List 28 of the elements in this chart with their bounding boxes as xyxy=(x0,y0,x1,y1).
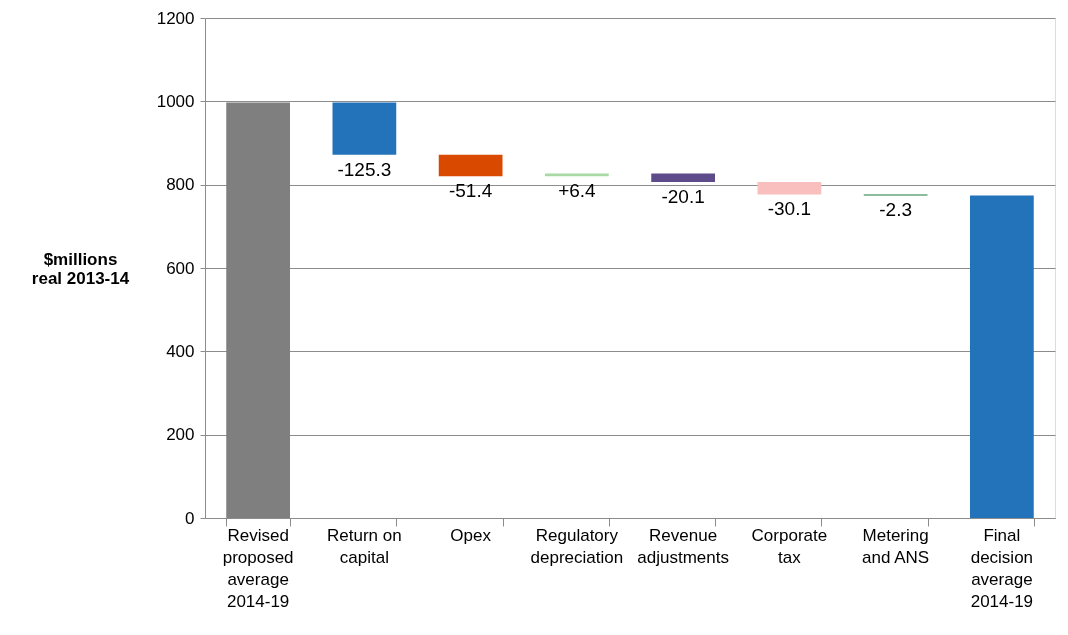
x-tick-label: Return on capital xyxy=(327,526,402,567)
bar xyxy=(332,102,397,155)
x-tick-label: Final decision average 2014-19 xyxy=(970,526,1034,611)
data-label: -51.4 xyxy=(448,180,493,202)
x-tick-label: Opex xyxy=(450,526,492,545)
y-tick-label: 600 xyxy=(166,258,195,278)
bar xyxy=(226,102,290,518)
x-tick-label: Revenue adjustments xyxy=(637,526,729,567)
bar xyxy=(438,154,503,177)
x-tick-label: Metering and ANS xyxy=(862,526,930,567)
data-label: -2.3 xyxy=(879,199,912,221)
x-tick-label: Revised proposed average 2014-19 xyxy=(222,526,294,611)
bar xyxy=(970,195,1034,518)
data-label: -20.1 xyxy=(661,185,705,207)
y-tick-label: 400 xyxy=(166,341,195,361)
data-label: -125.3 xyxy=(337,158,392,180)
data-label: +6.4 xyxy=(558,180,597,202)
y-tick-label: 200 xyxy=(166,425,195,445)
x-tick-label: Corporate tax xyxy=(751,526,828,567)
y-tick-label: 1200 xyxy=(156,8,195,28)
y-axis-title: $millions real 2013-14 xyxy=(31,249,130,288)
data-label: -30.1 xyxy=(767,198,812,220)
y-tick-label: 1000 xyxy=(156,91,195,111)
y-tick-label: 0 xyxy=(185,508,195,528)
bar xyxy=(651,173,715,182)
bar xyxy=(757,181,822,195)
y-tick-label: 800 xyxy=(166,175,195,195)
x-tick-label: Regulatory depreciation xyxy=(530,526,624,567)
